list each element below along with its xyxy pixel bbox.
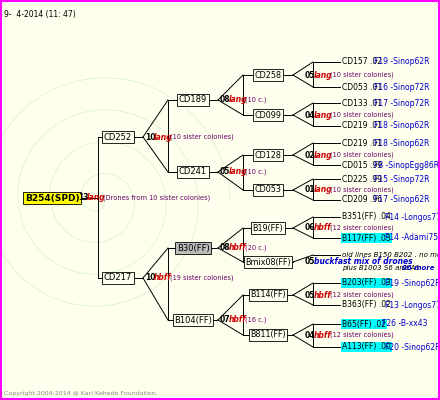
Text: buckfast mix of drones: buckfast mix of drones xyxy=(314,258,412,266)
Text: lang: lang xyxy=(229,168,247,176)
Text: B811(FF): B811(FF) xyxy=(250,330,286,340)
Text: F17 -Sinop72R: F17 -Sinop72R xyxy=(374,98,430,108)
Text: CD053: CD053 xyxy=(255,186,282,194)
Text: 06: 06 xyxy=(305,224,315,232)
Text: CD217: CD217 xyxy=(104,274,132,282)
Text: (10 c.): (10 c.) xyxy=(245,97,266,103)
Text: F13 -Longos77R: F13 -Longos77R xyxy=(385,300,440,310)
Text: B114(FF): B114(FF) xyxy=(250,290,286,300)
Text: B363(FF) .02: B363(FF) .02 xyxy=(342,300,391,310)
Text: lang: lang xyxy=(314,150,332,160)
Text: 13: 13 xyxy=(78,194,88,202)
Text: CD189: CD189 xyxy=(179,96,207,104)
Text: 02: 02 xyxy=(305,150,315,160)
Text: B30(FF): B30(FF) xyxy=(176,244,209,252)
Text: F20 -Sinop62R: F20 -Sinop62R xyxy=(385,342,440,352)
Text: B351(FF) .04: B351(FF) .04 xyxy=(342,212,391,222)
Text: 05: 05 xyxy=(305,70,315,80)
Text: B254(SPD): B254(SPD) xyxy=(25,194,79,202)
Text: (12 sister colonies): (12 sister colonies) xyxy=(330,292,393,298)
Text: CD219 .01: CD219 .01 xyxy=(342,138,382,148)
Text: (10 sister colonies): (10 sister colonies) xyxy=(330,72,393,78)
Text: B19(FF): B19(FF) xyxy=(253,224,283,232)
Text: (Drones from 10 sister colonies): (Drones from 10 sister colonies) xyxy=(103,195,210,201)
Text: 08: 08 xyxy=(220,244,231,252)
Text: lang: lang xyxy=(87,194,105,202)
Text: F17 -Sinop62R: F17 -Sinop62R xyxy=(374,196,430,204)
Text: 04: 04 xyxy=(305,110,315,120)
Text: B104(FF): B104(FF) xyxy=(174,316,212,324)
Text: 01: 01 xyxy=(305,186,315,194)
Text: (10 c.): (10 c.) xyxy=(245,169,266,175)
Text: hbff: hbff xyxy=(154,274,171,282)
Text: F19 -Sinop62R: F19 -Sinop62R xyxy=(374,58,430,66)
Text: (12 sister colonies): (12 sister colonies) xyxy=(330,225,393,231)
Text: (20 c.): (20 c.) xyxy=(245,245,267,251)
Text: F18 -Sinop62R: F18 -Sinop62R xyxy=(374,138,430,148)
Text: 04: 04 xyxy=(305,330,315,340)
Text: CD133 .01: CD133 .01 xyxy=(342,98,382,108)
Text: 9-  4-2014 (11: 47): 9- 4-2014 (11: 47) xyxy=(4,10,76,19)
Text: 05: 05 xyxy=(220,168,231,176)
Text: B65(FF) .02: B65(FF) .02 xyxy=(342,320,386,328)
Text: (10 sister colonies): (10 sister colonies) xyxy=(330,187,393,193)
Text: CD053 .01: CD053 .01 xyxy=(342,82,382,92)
Text: F16 -Sinop72R: F16 -Sinop72R xyxy=(374,82,430,92)
Text: 05: 05 xyxy=(305,258,315,266)
Text: (16 c.): (16 c.) xyxy=(245,317,266,323)
Text: F15 -Sinop72R: F15 -Sinop72R xyxy=(374,174,430,184)
Text: F26 -B-xx43: F26 -B-xx43 xyxy=(381,320,427,328)
Text: (10 sister colonies): (10 sister colonies) xyxy=(170,134,234,140)
Text: (12 sister colonies): (12 sister colonies) xyxy=(330,332,393,338)
Text: CD015 .99: CD015 .99 xyxy=(342,160,382,170)
Text: CD252: CD252 xyxy=(104,132,132,142)
Text: F18 -Sinop62R: F18 -Sinop62R xyxy=(374,122,430,130)
Text: F8 -SinopEgg86R: F8 -SinopEgg86R xyxy=(374,160,440,170)
Text: lang: lang xyxy=(314,186,332,194)
Text: 07: 07 xyxy=(220,316,231,324)
Text: CD225 .99: CD225 .99 xyxy=(342,174,382,184)
Text: CD258: CD258 xyxy=(254,70,282,80)
Text: lang: lang xyxy=(229,96,247,104)
Text: lang: lang xyxy=(314,70,332,80)
Text: 10: 10 xyxy=(145,132,155,142)
Text: 05: 05 xyxy=(305,290,315,300)
Text: Copyright 2004-2014 @ Karl Kehede Foundation.: Copyright 2004-2014 @ Karl Kehede Founda… xyxy=(4,391,158,396)
Text: lang: lang xyxy=(154,132,172,142)
Text: F19 -Sinop62R: F19 -Sinop62R xyxy=(385,278,440,288)
Text: 06 more: 06 more xyxy=(402,265,434,271)
Text: B203(FF) .03: B203(FF) .03 xyxy=(342,278,391,288)
Text: CD241: CD241 xyxy=(179,168,207,176)
Text: F14 -Adami75R: F14 -Adami75R xyxy=(385,234,440,242)
Text: B117(FF) .03: B117(FF) .03 xyxy=(342,234,391,242)
Text: hbff: hbff xyxy=(314,224,331,232)
Text: CD128: CD128 xyxy=(255,150,282,160)
Text: Bmix08(FF): Bmix08(FF) xyxy=(245,258,291,266)
Text: (10 sister colonies): (10 sister colonies) xyxy=(330,152,393,158)
Text: lang: lang xyxy=(314,110,332,120)
Text: (19 sister colonies): (19 sister colonies) xyxy=(170,275,234,281)
Text: A113(FF) .00: A113(FF) .00 xyxy=(342,342,391,352)
Text: old lines B150 B202 . no more: old lines B150 B202 . no more xyxy=(342,252,440,258)
Text: CD219 .01: CD219 .01 xyxy=(342,122,382,130)
Text: plus B1003 S6 and A1: plus B1003 S6 and A1 xyxy=(342,265,420,271)
Text: hbff: hbff xyxy=(314,290,331,300)
Text: CD157 .02: CD157 .02 xyxy=(342,58,382,66)
Text: 10: 10 xyxy=(145,274,155,282)
Text: CD099: CD099 xyxy=(254,110,282,120)
Text: (10 sister colonies): (10 sister colonies) xyxy=(330,112,393,118)
Text: hbff: hbff xyxy=(229,244,246,252)
Text: F14 -Longos77R: F14 -Longos77R xyxy=(385,212,440,222)
Text: 08: 08 xyxy=(220,96,231,104)
Text: hbff: hbff xyxy=(229,316,246,324)
Text: hbff: hbff xyxy=(314,330,331,340)
Text: CD209 .96: CD209 .96 xyxy=(342,196,382,204)
